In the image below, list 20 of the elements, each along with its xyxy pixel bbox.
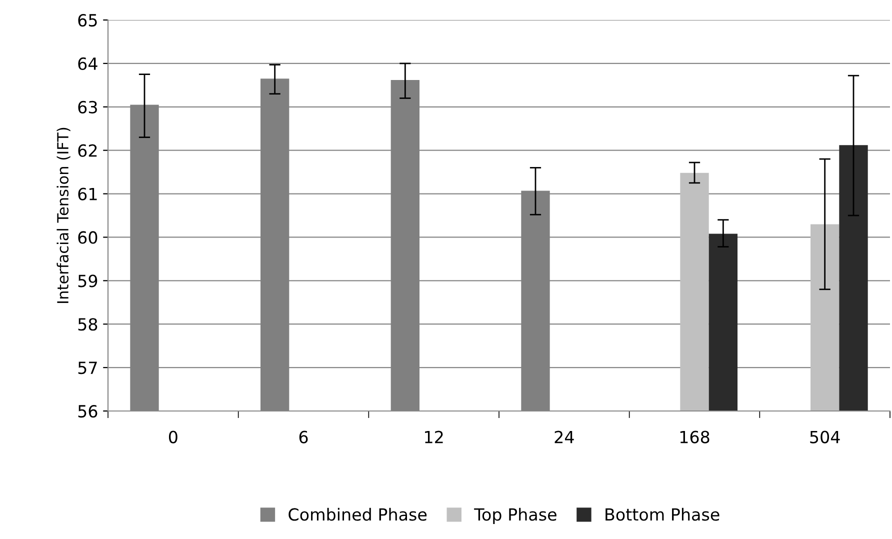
x-tick-label: 6 [299,430,308,444]
y-tick-label: 64 [78,57,98,70]
x-tick-label: 504 [810,430,840,444]
legend-label: Combined Phase [288,508,427,521]
x-tick-label: 24 [554,430,574,444]
legend-label: Bottom Phase [606,508,720,521]
x-tick-label: 12 [425,430,443,444]
y-tick-label: 58 [78,318,98,331]
y-tick-label: 57 [78,362,97,374]
x-tick-label: 168 [680,430,710,444]
y-tick-label: 61 [78,188,97,200]
y-tick-label: 59 [78,274,98,288]
y-tick-label: 63 [78,100,97,114]
y-tick-label: 62 [78,144,97,157]
legend-label: Top Phase [474,508,556,524]
x-tick-label: 0 [168,430,178,444]
y-tick-label: 60 [78,231,98,244]
y-tick-label: 56 [78,404,98,418]
y-tick-label: 65 [78,14,97,27]
y-axis-title: Interfacial Tension (IFT) [56,128,70,303]
